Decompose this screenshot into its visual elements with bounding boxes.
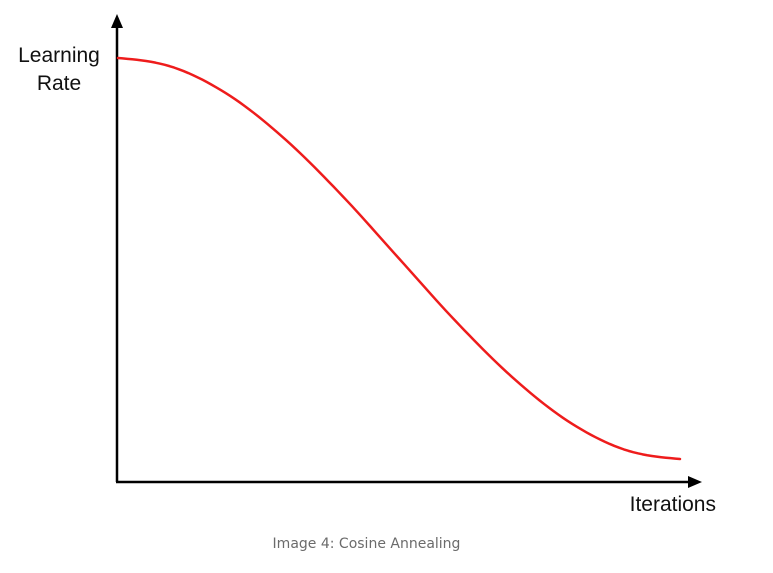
x-axis-label: Iterations bbox=[630, 493, 716, 516]
y-axis-label-line-2: Rate bbox=[37, 72, 81, 95]
figure-caption: Image 4: Cosine Annealing bbox=[272, 536, 461, 552]
y-axis-arrow-icon bbox=[111, 14, 123, 28]
x-axis-arrow-icon bbox=[688, 476, 702, 488]
series-line-learning-rate bbox=[116, 56, 682, 461]
y-axis-label-line-1: Learning bbox=[18, 44, 100, 67]
